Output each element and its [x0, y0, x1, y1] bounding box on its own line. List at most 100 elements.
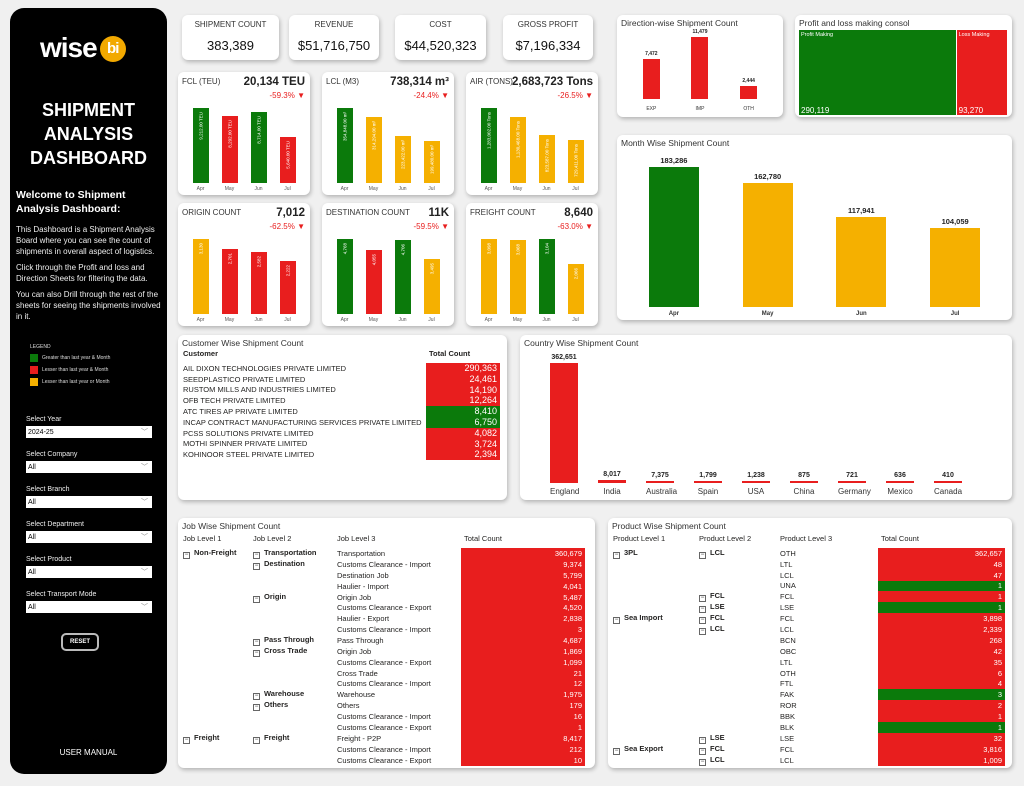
column-header[interactable]: Product Level 1 [613, 534, 666, 543]
filter-dropdown[interactable]: 2024-25 ﹀ [26, 426, 152, 438]
mini-chart[interactable]: FCL (TEU) 20,134 TEU -59.3% ▼ 9,212.00 TEU 8… [178, 72, 310, 195]
filter-dropdown[interactable]: All ﹀ [26, 566, 152, 578]
collapse-icon[interactable]: − [253, 649, 260, 657]
filter-dropdown[interactable]: All ﹀ [26, 461, 152, 473]
table-row[interactable]: PCSS SOLUTIONS PRIVATE LIMITED 4,082 [180, 427, 500, 439]
table-row[interactable]: LTL 35 [610, 656, 1005, 668]
bar[interactable]: 1,130,468.00 Tons [509, 116, 526, 183]
collapse-icon[interactable]: − [699, 606, 706, 614]
bar[interactable]: 3,495 [423, 259, 440, 314]
table-row[interactable]: − Destination Customs Clearance - Import 9,… [180, 559, 585, 570]
profit-loss-treemap[interactable]: Profit and loss making consol Profit Mak… [795, 15, 1012, 117]
table-row[interactable]: Customs Clearance - Import 212 [180, 743, 585, 755]
filter-dropdown[interactable]: All ﹀ [26, 601, 152, 613]
table-row[interactable]: FTL 4 [610, 678, 1005, 690]
table-row[interactable]: Customs Clearance - Import 16 [180, 711, 585, 723]
collapse-icon[interactable]: − [253, 638, 260, 646]
table-row[interactable]: − FCL FCL 1 [610, 591, 1005, 603]
column-header[interactable]: Customer [183, 349, 219, 358]
table-row[interactable]: BLK 1 [610, 721, 1005, 733]
bar[interactable]: 721 [838, 472, 866, 483]
table-row[interactable]: Haulier - Export 2,838 [180, 613, 585, 625]
bar[interactable]: 729,411.00 Tons [567, 140, 584, 183]
table-row[interactable]: KOHINOOR STEEL PRIVATE LIMITED 2,394 [180, 449, 500, 461]
bar[interactable]: 2,582 [250, 252, 267, 314]
bar[interactable]: 3,068 [509, 239, 526, 314]
table-row[interactable]: − Sea Import − FCL FCL 3,898 [610, 613, 1005, 625]
bar[interactable]: 8,292.00 TEU [221, 115, 238, 183]
reset-button[interactable]: RESET [61, 633, 99, 651]
table-row[interactable]: Haulier - Import 4,041 [180, 580, 585, 592]
bar[interactable]: 823,587.00 Tons [538, 134, 555, 183]
bar[interactable]: 117,941 [836, 206, 887, 307]
bar[interactable]: 875 [790, 472, 818, 483]
table-row[interactable]: ATC TIRES AP PRIVATE LIMITED 8,410 [180, 406, 500, 417]
collapse-icon[interactable]: − [699, 552, 706, 559]
bar[interactable]: 1,799 [694, 472, 722, 483]
mini-chart[interactable]: ORIGIN COUNT 7,012 -62.5% ▼ 3,130 2,701 2,582… [178, 203, 310, 326]
table-row[interactable]: − Sea Export − FCL FCL 3,816 [610, 743, 1005, 755]
collapse-icon[interactable]: − [699, 617, 706, 625]
bar[interactable]: 2,066 [567, 264, 584, 314]
table-row[interactable]: − Others Others 179 [180, 700, 585, 712]
bar[interactable]: 5,640.00 TEU [279, 137, 296, 183]
collapse-icon[interactable]: − [253, 704, 260, 712]
table-row[interactable]: RUSTOM MILLS AND INDUSTRIES LIMITED 14,19… [180, 384, 500, 396]
column-header[interactable]: Total Count [881, 534, 919, 543]
table-row[interactable]: − LSE LSE 1 [610, 602, 1005, 614]
mini-chart[interactable]: AIR (TONS) 2,683,723 Tons -26.5% ▼ 1,283,00… [466, 72, 598, 195]
table-row[interactable]: Cross Trade 21 [180, 667, 585, 679]
direction-chart[interactable]: Direction-wise Shipment Count 7,472 11,47… [617, 15, 783, 117]
bar[interactable]: 183,286 [648, 156, 699, 307]
table-row[interactable]: Customs Clearance - Import 12 [180, 678, 585, 690]
bar[interactable]: 1,283,002.00 Tons [480, 108, 497, 183]
bar[interactable]: 3,098 [480, 239, 497, 314]
table-row[interactable]: BBK 1 [610, 710, 1005, 722]
bar[interactable]: 3,104 [538, 239, 555, 314]
bar[interactable]: 9,212.00 TEU [192, 108, 209, 183]
table-row[interactable]: Customs Clearance - Export 4,520 [180, 602, 585, 614]
column-header[interactable]: Product Level 2 [699, 534, 752, 543]
table-row[interactable]: − LCL LCL 2,339 [610, 624, 1005, 636]
filter-dropdown[interactable]: All ﹀ [26, 496, 152, 508]
column-header[interactable]: Total Count [464, 534, 502, 543]
table-row[interactable]: − Pass Through Pass Through 4,687 [180, 634, 585, 646]
collapse-icon[interactable]: − [699, 758, 706, 766]
table-row[interactable]: ROR 2 [610, 700, 1005, 711]
collapse-icon[interactable]: − [253, 693, 260, 701]
table-row[interactable]: Customs Clearance - Export 1,099 [180, 656, 585, 668]
treemap-tile-loss[interactable]: Loss Making 93,270 [956, 30, 1008, 115]
bar[interactable]: 362,651 [550, 354, 578, 483]
collapse-icon[interactable]: − [699, 736, 706, 744]
bar[interactable]: 410 [934, 472, 962, 483]
mini-chart[interactable]: LCL (M3) 738,314 m³ -24.4% ▼ 354,848.00 m³ 3… [322, 72, 454, 195]
bar[interactable]: 8,017 [598, 471, 626, 483]
column-header[interactable]: Job Level 3 [337, 534, 376, 543]
bar[interactable]: 7,472 [642, 51, 660, 99]
table-row[interactable]: − Non-Freight − Transportation Transportatio… [180, 548, 585, 559]
table-row[interactable]: OTH 6 [610, 667, 1005, 679]
bar[interactable]: 1,238 [742, 472, 770, 483]
table-row[interactable]: Customs Clearance - Import 3 [180, 624, 585, 635]
table-row[interactable]: −3PL − LCL OTH 362,657 [610, 548, 1005, 559]
bar[interactable]: 7,375 [646, 472, 674, 483]
table-row[interactable]: − LSE LSE 32 [610, 732, 1005, 744]
collapse-icon[interactable]: − [699, 747, 706, 755]
user-manual-link[interactable]: USER MANUAL [59, 748, 118, 757]
collapse-icon[interactable]: − [613, 617, 620, 625]
table-row[interactable]: − Cross Trade Origin Job 1,869 [180, 645, 585, 657]
bar[interactable]: 4,768 [336, 239, 353, 314]
bar[interactable]: 104,059 [930, 217, 981, 307]
collapse-icon[interactable]: − [613, 747, 620, 755]
table-row[interactable]: Customs Clearance - Export 1 [180, 722, 585, 733]
table-row[interactable]: − LCL LCL 1,009 [610, 754, 1005, 766]
treemap-tile-profit[interactable]: Profit Making 290,119 [799, 30, 957, 115]
month-chart[interactable]: Month Wise Shipment Count 183,286 162,780… [617, 135, 1012, 320]
collapse-icon[interactable]: − [253, 595, 260, 603]
table-row[interactable]: AIL DIXON TECHNOLOGIES PRIVATE LIMITED 29… [180, 363, 500, 374]
collapse-icon[interactable]: − [613, 552, 620, 559]
bar[interactable]: 636 [886, 472, 914, 483]
collapse-icon[interactable]: − [253, 563, 260, 570]
table-row[interactable]: UNA 1 [610, 580, 1005, 592]
table-row[interactable]: − Freight − Freight Freight - P2P 8,417 [180, 732, 585, 744]
